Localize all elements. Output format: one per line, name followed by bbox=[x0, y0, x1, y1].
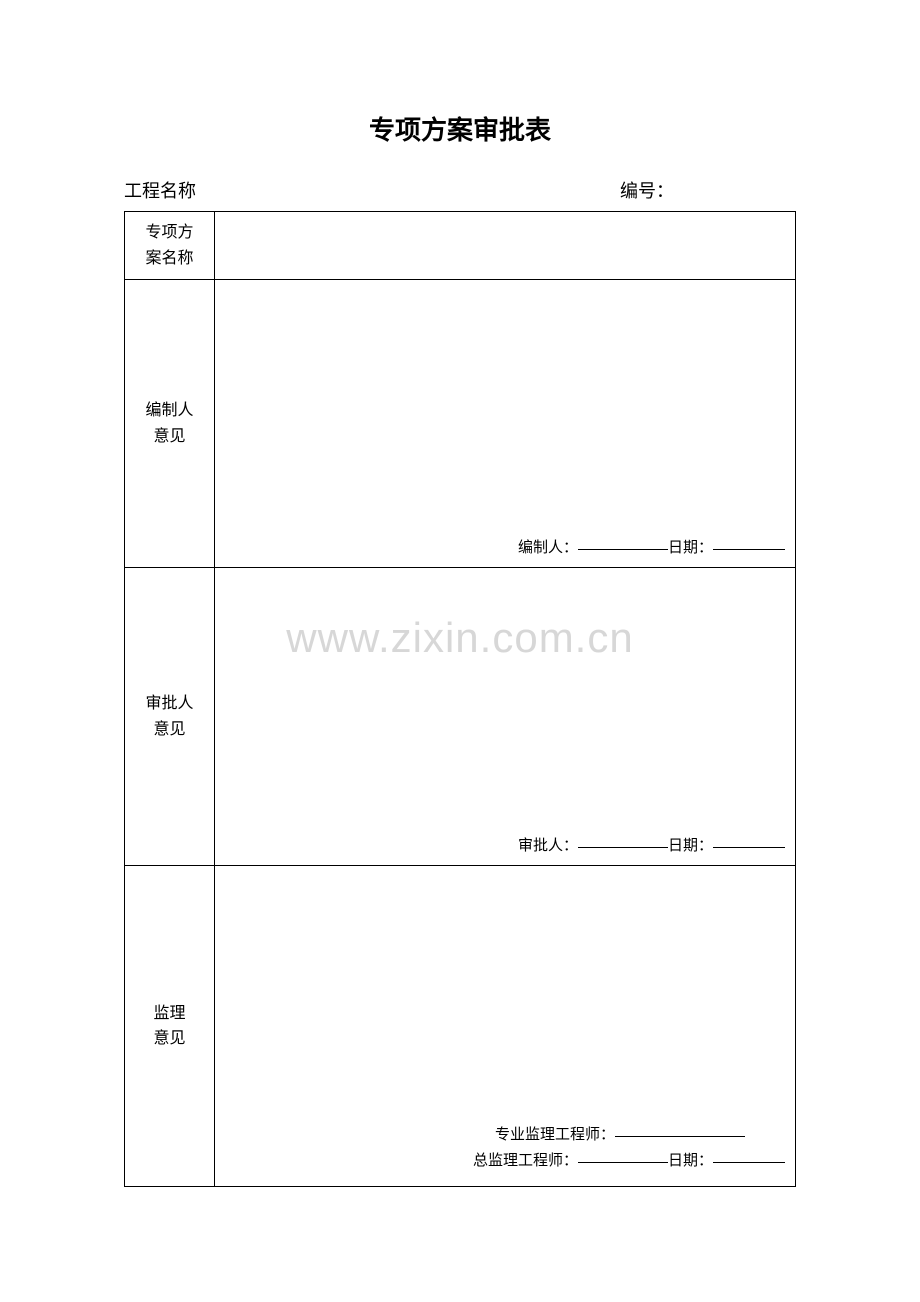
approver-label-line2: 意见 bbox=[153, 721, 185, 738]
header-row: 工程名称 编号： bbox=[124, 177, 796, 203]
compiler-label-cell: 编制人 意见 bbox=[125, 280, 215, 568]
supervisor-content-cell: 专业监理工程师： 总监理工程师： 日期： bbox=[215, 866, 796, 1187]
compiler-date-label: 日期： bbox=[668, 540, 713, 556]
project-name-label: 工程名称 bbox=[124, 177, 484, 203]
compiler-label-line2: 意见 bbox=[153, 428, 185, 445]
supervisor-pro-underline bbox=[615, 1136, 745, 1137]
approver-content-cell: 审批人： 日期： bbox=[215, 568, 796, 866]
supervisor-label-line1: 监理 bbox=[153, 1005, 185, 1022]
compiler-date-underline bbox=[713, 549, 785, 550]
compiler-label-line1: 编制人 bbox=[145, 402, 193, 419]
approver-date-underline bbox=[713, 847, 785, 848]
approver-date-label: 日期： bbox=[668, 838, 713, 854]
supervisor-pro-label: 专业监理工程师： bbox=[495, 1127, 615, 1143]
table-row: 监理 意见 专业监理工程师： 总监理工程师： 日期： bbox=[125, 866, 796, 1187]
supervisor-label-line2: 意见 bbox=[153, 1030, 185, 1047]
plan-name-content-cell bbox=[215, 212, 796, 280]
approver-person-label: 审批人： bbox=[518, 838, 578, 854]
page-title: 专项方案审批表 bbox=[0, 110, 920, 147]
plan-name-label-line2: 案名称 bbox=[145, 250, 193, 267]
compiler-content-cell: 编制人： 日期： bbox=[215, 280, 796, 568]
approval-table: 专项方 案名称 编制人 意见 编制人： 日期： 审批人 意见 审批人： 日期： 监理 bbox=[124, 211, 796, 1187]
plan-name-label-line1: 专项方 bbox=[145, 224, 193, 241]
supervisor-date-underline bbox=[713, 1162, 785, 1163]
supervisor-chief-underline bbox=[578, 1162, 668, 1163]
approver-person-underline bbox=[578, 847, 668, 848]
compiler-person-underline bbox=[578, 549, 668, 550]
compiler-person-label: 编制人： bbox=[518, 540, 578, 556]
supervisor-chief-label: 总监理工程师： bbox=[473, 1153, 578, 1169]
plan-name-label-cell: 专项方 案名称 bbox=[125, 212, 215, 280]
approver-label-cell: 审批人 意见 bbox=[125, 568, 215, 866]
serial-number-label: 编号： bbox=[484, 177, 796, 203]
compiler-signature-line: 编制人： 日期： bbox=[518, 536, 785, 557]
table-row: 专项方 案名称 bbox=[125, 212, 796, 280]
supervisor-label-cell: 监理 意见 bbox=[125, 866, 215, 1187]
supervisor-chief-signature-line: 总监理工程师： 日期： bbox=[473, 1149, 785, 1170]
supervisor-pro-signature-line: 专业监理工程师： bbox=[495, 1123, 745, 1144]
approver-signature-line: 审批人： 日期： bbox=[518, 834, 785, 855]
approver-label-line1: 审批人 bbox=[145, 695, 193, 712]
table-row: 审批人 意见 审批人： 日期： bbox=[125, 568, 796, 866]
table-row: 编制人 意见 编制人： 日期： bbox=[125, 280, 796, 568]
supervisor-date-label: 日期： bbox=[668, 1153, 713, 1169]
